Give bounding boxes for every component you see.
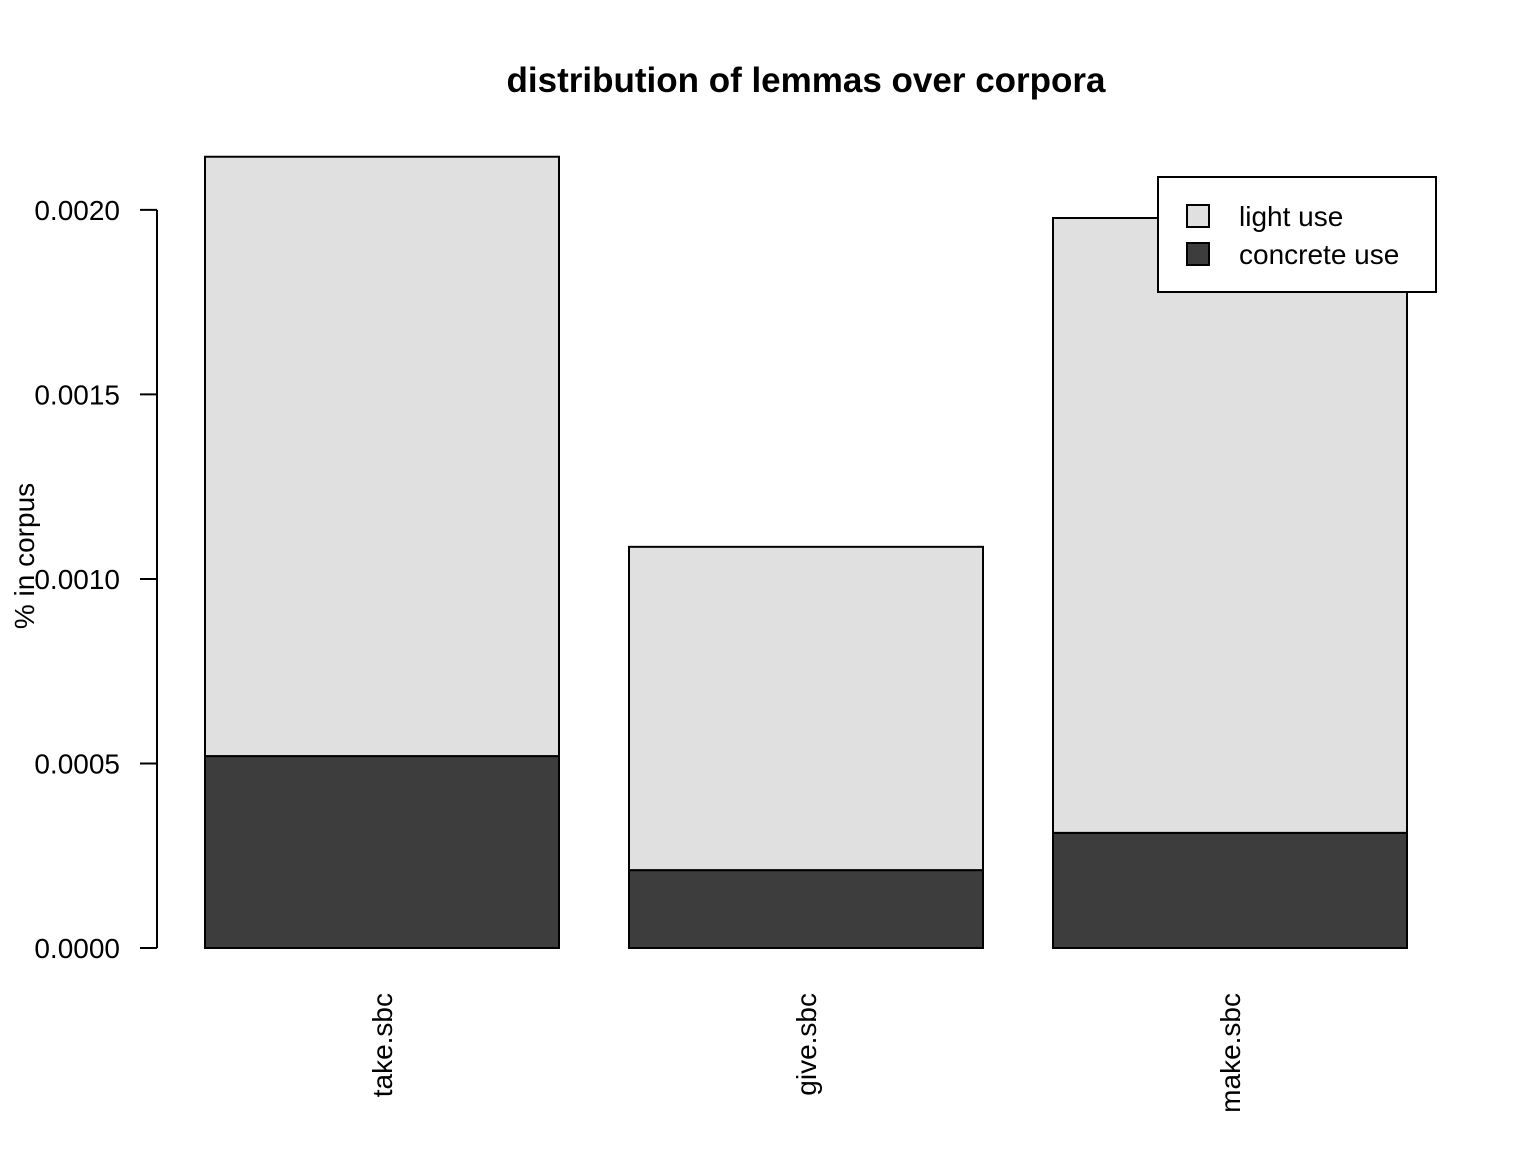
chart-title: distribution of lemmas over corpora	[507, 61, 1107, 100]
y-tick-label: 0.0020	[34, 195, 120, 226]
bar-segment	[204, 755, 560, 949]
bar-segment	[1052, 217, 1408, 834]
y-tick-label: 0.0005	[34, 748, 120, 779]
legend-label: concrete use	[1239, 239, 1399, 270]
bar-segment	[628, 869, 984, 950]
bar-segment	[204, 155, 560, 758]
x-tick-label: make.sbc	[1215, 993, 1246, 1113]
x-tick-label: give.sbc	[791, 993, 822, 1096]
bar-segment	[1052, 831, 1408, 950]
legend-key	[1186, 204, 1210, 228]
legend-label: light use	[1239, 201, 1343, 232]
legend-box	[1157, 176, 1437, 293]
y-axis-label: % in corpus	[9, 483, 40, 629]
y-tick-label: 0.0000	[34, 933, 120, 964]
bar-segment	[628, 545, 984, 872]
y-tick-label: 0.0010	[34, 564, 120, 595]
y-tick-label: 0.0015	[34, 379, 120, 410]
x-tick-label: take.sbc	[367, 993, 398, 1097]
legend-key	[1186, 242, 1210, 266]
